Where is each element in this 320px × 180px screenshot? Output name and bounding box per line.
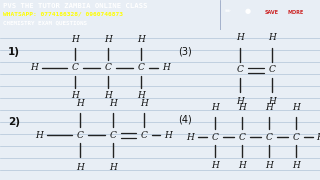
Text: H: H [265,161,273,170]
Text: H: H [104,91,112,100]
Text: (3): (3) [178,47,192,57]
Text: H: H [236,98,244,107]
Text: CHEMISTRY EXAM QUESTIONS: CHEMISTRY EXAM QUESTIONS [3,20,87,25]
Text: H: H [76,98,84,107]
Text: H: H [30,64,38,73]
Text: H: H [211,161,219,170]
Text: ●: ● [245,8,251,14]
Text: C: C [72,64,78,73]
Text: H: H [71,35,79,44]
Text: H: H [140,98,148,107]
Text: WHATSAPP: 0774186328/ 0960746873: WHATSAPP: 0774186328/ 0960746873 [3,12,123,17]
Text: H: H [292,103,300,112]
Text: H: H [137,91,145,100]
Text: H: H [71,91,79,100]
Text: C: C [140,130,148,140]
Text: 1): 1) [8,47,20,57]
Text: C: C [109,130,116,140]
Text: H: H [238,161,246,170]
Text: H: H [211,103,219,112]
Text: H: H [268,98,276,107]
Text: H: H [76,163,84,172]
Text: H: H [109,163,117,172]
Text: (4): (4) [178,115,192,125]
Text: H: H [35,130,43,140]
Text: C: C [268,66,276,75]
Text: 2): 2) [8,117,20,127]
Text: H: H [162,64,170,73]
Text: C: C [239,132,245,141]
Text: C: C [76,130,84,140]
Text: C: C [236,66,244,75]
Text: SAVE: SAVE [265,10,279,15]
Text: H: H [265,103,273,112]
Text: H: H [236,33,244,42]
Text: ✏: ✏ [225,8,231,14]
Text: PVS THE TUTOR ZAMBIA ONLINE CLASS: PVS THE TUTOR ZAMBIA ONLINE CLASS [3,3,148,9]
Text: H: H [104,35,112,44]
Text: C: C [212,132,219,141]
Text: H: H [164,130,172,140]
Text: H: H [137,35,145,44]
Text: H: H [268,33,276,42]
Text: H: H [316,132,320,141]
Text: H: H [292,161,300,170]
Text: H: H [186,132,194,141]
Text: C: C [266,132,272,141]
Text: C: C [138,64,144,73]
Text: H: H [238,103,246,112]
Text: C: C [105,64,111,73]
Text: MORE: MORE [288,10,304,15]
Text: H: H [109,98,117,107]
Text: C: C [292,132,300,141]
